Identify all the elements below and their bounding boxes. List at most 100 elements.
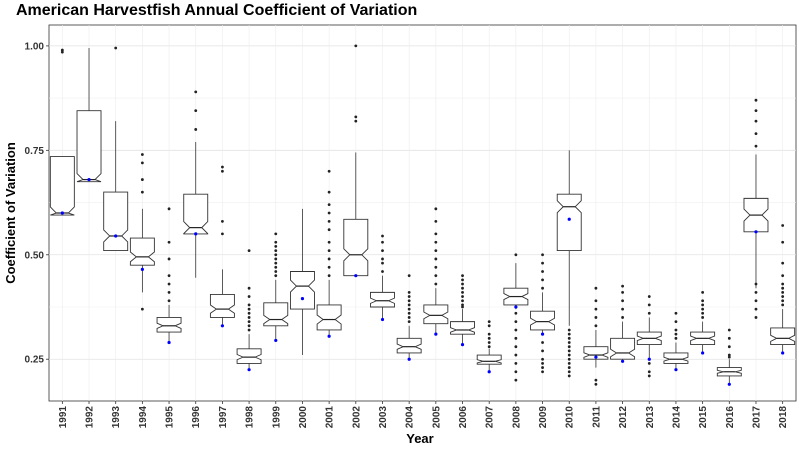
outlier-point [594, 378, 598, 382]
outlier-point [434, 240, 438, 244]
x-tick-label: 2004 [405, 406, 416, 429]
outlier-point [274, 249, 278, 253]
outlier-point [514, 328, 518, 332]
mean-point [594, 355, 598, 359]
outlier-point [514, 311, 518, 315]
outlier-point [274, 257, 278, 261]
outlier-point [327, 274, 331, 278]
outlier-point [274, 265, 278, 269]
outlier-point [754, 109, 758, 113]
outlier-point [354, 119, 358, 123]
outlier-point [114, 46, 118, 50]
outlier-point [621, 290, 624, 294]
outlier-point [407, 311, 411, 315]
plot-panel [48, 24, 797, 402]
outlier-point [567, 332, 571, 336]
box-1992 [76, 47, 102, 183]
outlier-point [567, 370, 571, 374]
x-axis: 1991 1992 1993 1994 1995 1996 1997 1998 1999 2000… [58, 401, 789, 428]
outlier-point [754, 98, 758, 102]
outlier-point [434, 232, 438, 236]
outlier-point [461, 282, 464, 286]
x-tick-label: 2011 [591, 406, 602, 428]
mean-point [487, 370, 491, 374]
outlier-point [381, 240, 384, 244]
box-2002 [343, 44, 369, 278]
box-body [76, 110, 102, 183]
outlier-point [781, 286, 785, 290]
outlier-point [247, 307, 251, 311]
y-axis-title: Coefficient of Variation [3, 142, 18, 284]
outlier-point [354, 115, 358, 119]
outlier-point [274, 232, 278, 236]
mean-point [114, 234, 118, 238]
outlier-point [541, 286, 544, 290]
outlier-point [487, 324, 491, 328]
outlier-point [140, 190, 144, 194]
outlier-point [514, 345, 518, 349]
mean-point [460, 343, 465, 347]
x-tick-label: 2009 [538, 406, 549, 429]
outlier-point [247, 303, 251, 307]
mean-point [220, 324, 225, 328]
outlier-point [327, 240, 331, 244]
box-body [396, 337, 422, 354]
outlier-point [567, 341, 571, 344]
outlier-point [781, 261, 785, 265]
outlier-point [701, 303, 705, 307]
outlier-point [567, 362, 571, 365]
mean-point [327, 334, 331, 338]
x-tick-label: 2005 [431, 406, 442, 429]
x-tick-label: 2007 [485, 406, 496, 429]
outlier-point [594, 286, 598, 290]
y-tick-label: 0.50 [25, 250, 45, 261]
mean-point [514, 305, 518, 309]
outlier-point [701, 311, 705, 315]
mean-point [407, 357, 411, 361]
box-body [370, 291, 395, 308]
box-2014 [663, 311, 689, 372]
box-1995 [156, 207, 182, 345]
outlier-point [461, 303, 464, 307]
x-tick-label: 2015 [698, 406, 709, 429]
box-body [129, 237, 155, 266]
box-2017 [743, 98, 769, 319]
outlier-point [754, 299, 758, 303]
outlier-point [274, 261, 278, 265]
outlier-point [140, 178, 144, 181]
outlier-point [327, 249, 331, 253]
outlier-point [434, 265, 438, 269]
outlier-point [781, 224, 785, 227]
outlier-point [594, 382, 598, 386]
outlier-point [701, 307, 705, 311]
box-1999 [263, 232, 289, 343]
mean-point [300, 297, 305, 301]
box-body [610, 337, 636, 360]
y-tick-label: 0.25 [25, 355, 45, 366]
outlier-point [701, 316, 705, 319]
outlier-point [727, 353, 731, 357]
outlier-point [327, 219, 331, 223]
outlier-point [647, 303, 651, 307]
outlier-point [541, 370, 544, 374]
outlier-point [407, 295, 411, 298]
outlier-point [60, 50, 64, 54]
outlier-point [754, 282, 758, 286]
x-tick-label: 2000 [298, 406, 309, 429]
outlier-point [354, 44, 358, 48]
outlier-point [167, 257, 171, 261]
outlier-point [754, 316, 758, 319]
mean-point [701, 351, 705, 355]
x-tick-label: 1993 [111, 406, 122, 429]
outlier-point [327, 169, 331, 173]
outlier-point [754, 119, 758, 123]
mean-point [140, 267, 144, 271]
box-body [450, 321, 475, 335]
mean-point [434, 332, 438, 336]
box-body [209, 294, 235, 318]
outlier-point [674, 328, 678, 332]
outlier-point [541, 362, 544, 365]
outlier-point [594, 307, 598, 311]
